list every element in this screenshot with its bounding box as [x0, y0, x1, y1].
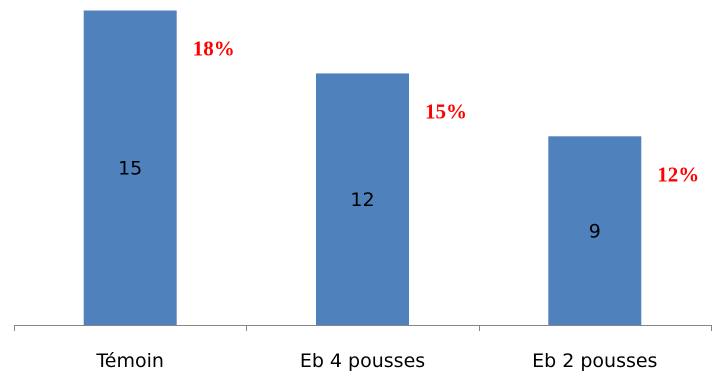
percentage-annotation: 18%: [193, 37, 235, 61]
x-axis-labels-group: Témoin Eb 4 pousses Eb 2 pousses: [95, 350, 657, 372]
bar: [316, 73, 409, 326]
bar-value-label: 15: [118, 158, 142, 180]
bar-value-label: 9: [589, 221, 601, 243]
x-axis-category-label: Témoin: [95, 350, 164, 372]
bar: [548, 136, 642, 325]
annotations-group: 18% 15% 12%: [193, 37, 700, 187]
bars-group: [83, 10, 642, 326]
x-axis-category-label: Eb 4 pousses: [300, 350, 425, 372]
x-axis-category-label: Eb 2 pousses: [532, 350, 657, 372]
bar: [83, 10, 177, 325]
percentage-annotation: 12%: [657, 162, 699, 186]
bar-value-label: 12: [350, 189, 374, 211]
percentage-annotation: 15%: [425, 99, 467, 123]
x-axis-ticks-group: [14, 325, 712, 331]
data-labels-group: 15 12 9: [118, 158, 601, 243]
